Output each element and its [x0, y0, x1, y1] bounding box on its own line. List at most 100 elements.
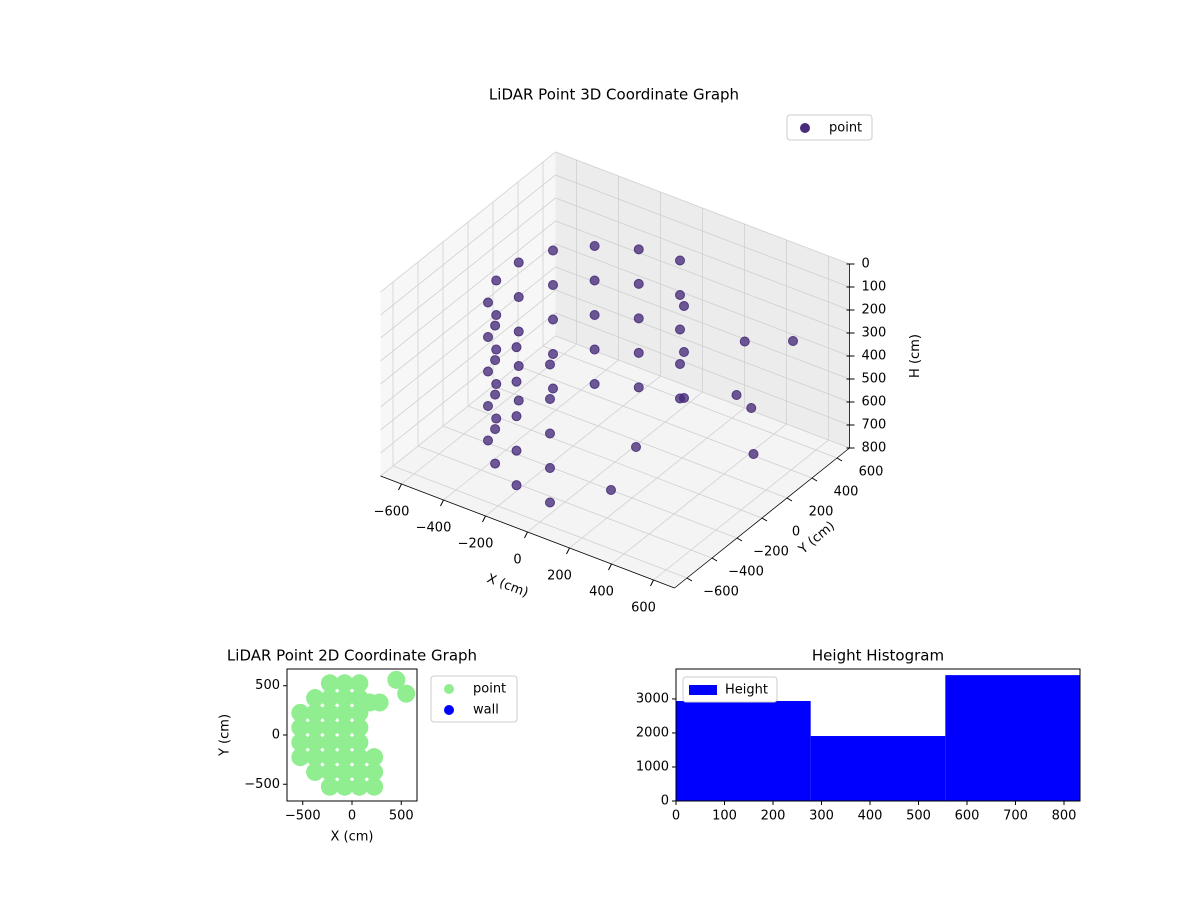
- point: [491, 310, 502, 321]
- point: [306, 689, 325, 708]
- point: [335, 733, 354, 752]
- point: [545, 463, 555, 473]
- y-tick-label: 2000: [636, 725, 669, 740]
- legend-label: Height: [725, 683, 768, 698]
- point: [739, 336, 750, 347]
- x-tick-label: 800: [1052, 809, 1077, 824]
- point: [545, 359, 555, 370]
- y-tick: [811, 477, 818, 482]
- point: [335, 718, 354, 737]
- point: [350, 674, 369, 693]
- axis-line: [380, 475, 675, 589]
- point: [483, 297, 493, 308]
- point: [511, 480, 522, 491]
- z-tick-label: 400: [862, 349, 887, 364]
- x-tick-label: −600: [374, 505, 410, 520]
- y-tick-label: −400: [728, 565, 764, 580]
- point: [548, 383, 558, 394]
- y-tick: [761, 517, 768, 522]
- y-tick-label: −200: [753, 545, 789, 560]
- chart-title: LiDAR Point 3D Coordinate Graph: [489, 86, 739, 104]
- x-axis-label: X (cm): [331, 830, 374, 845]
- point: [306, 748, 325, 767]
- grid-line: [380, 243, 850, 385]
- point: [633, 244, 644, 255]
- y-tick-label: −500: [244, 777, 280, 792]
- y-tick-label: 400: [834, 485, 859, 500]
- point: [320, 703, 339, 722]
- x-tick-label: 500: [906, 809, 931, 824]
- point: [679, 347, 689, 357]
- point: [320, 689, 339, 708]
- point: [306, 718, 325, 737]
- legend-label: point: [829, 121, 862, 136]
- legend-label: point: [473, 682, 506, 697]
- x-tick-label: 400: [858, 809, 883, 824]
- point: [320, 777, 339, 796]
- y-tick-label: 0: [272, 728, 280, 743]
- y-tick-label: −600: [703, 585, 739, 600]
- point: [548, 349, 558, 359]
- y-tick: [836, 457, 843, 462]
- chart-title: LiDAR Point 2D Coordinate Graph: [227, 647, 477, 665]
- point: [513, 257, 524, 268]
- z-tick-label: 800: [862, 441, 887, 456]
- point: [387, 670, 406, 689]
- point: [320, 718, 339, 737]
- y-tick-label: 0: [661, 794, 669, 809]
- x-tick-label: −500: [285, 809, 321, 824]
- y-tick-label: 0: [792, 525, 800, 540]
- point: [483, 366, 493, 377]
- grid-line: [380, 289, 850, 431]
- point: [748, 449, 759, 459]
- point: [491, 275, 502, 286]
- point: [306, 733, 325, 752]
- point: [397, 684, 416, 703]
- legend-marker: [444, 684, 454, 694]
- grid-line: [380, 197, 850, 339]
- grid-line: [380, 151, 850, 293]
- point: [633, 278, 644, 289]
- legend-marker: [689, 685, 717, 695]
- z-tick-label: 500: [862, 372, 887, 387]
- grid-line: [380, 220, 850, 362]
- z-tick-label: 600: [862, 395, 887, 410]
- x-tick-label: 200: [761, 809, 786, 824]
- y-tick-label: 1000: [636, 759, 669, 774]
- x-tick: [524, 531, 528, 539]
- point: [335, 777, 354, 796]
- legend-marker: [444, 705, 454, 715]
- point: [483, 401, 493, 411]
- point: [306, 762, 325, 781]
- x-tick-label: 500: [389, 809, 414, 824]
- point: [513, 361, 524, 372]
- x-tick-label: 0: [348, 809, 356, 824]
- point: [320, 748, 339, 767]
- point: [513, 395, 524, 406]
- point: [491, 344, 502, 355]
- legend-marker: [800, 123, 810, 133]
- point: [490, 424, 501, 435]
- point: [335, 762, 354, 781]
- bar: [810, 736, 946, 801]
- legend-box: [786, 114, 873, 141]
- point: [545, 428, 555, 439]
- point: [788, 336, 798, 346]
- axes-frame: [675, 668, 1081, 802]
- axis-line: [674, 447, 850, 589]
- x-tick-label: 700: [1003, 809, 1028, 824]
- point: [335, 674, 354, 693]
- point: [633, 382, 644, 393]
- z-tick-label: 0: [862, 257, 870, 272]
- y-tick: [711, 557, 718, 562]
- point: [291, 703, 310, 722]
- legend-box: [682, 676, 778, 703]
- grid-line: [380, 266, 850, 408]
- point: [589, 275, 600, 286]
- point: [511, 342, 522, 353]
- point: [511, 411, 522, 422]
- z-tick-label: 700: [862, 418, 887, 433]
- point: [491, 413, 502, 424]
- point: [589, 240, 600, 251]
- point: [370, 693, 389, 712]
